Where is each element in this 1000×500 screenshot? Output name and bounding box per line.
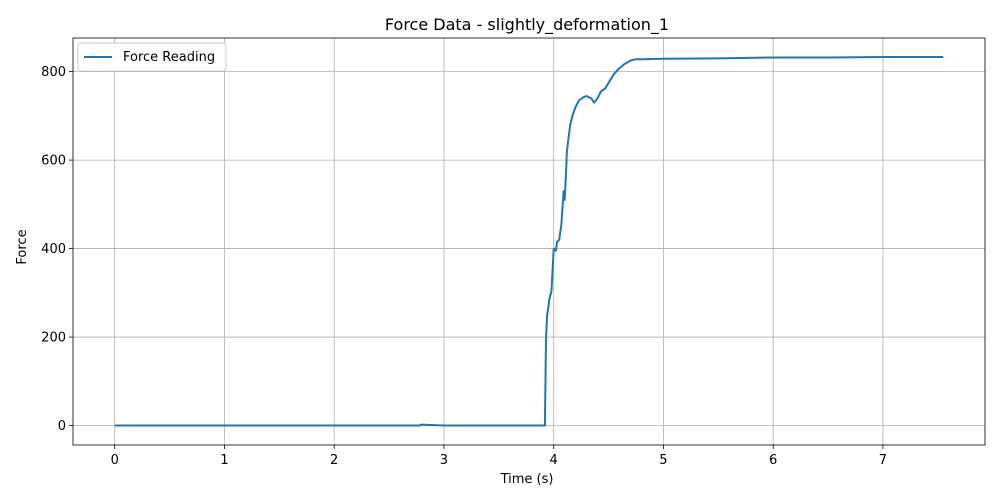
x-tick-label: 3 (440, 453, 448, 468)
chart-title: Force Data - slightly_deformation_1 (385, 15, 669, 35)
x-axis-label: Time (s) (500, 472, 554, 487)
x-tick-label: 7 (879, 453, 887, 468)
x-tick-label: 6 (769, 453, 777, 468)
plot-frame (72, 37, 986, 446)
y-axis-label: Force (15, 229, 30, 264)
y-tick-label: 0 (58, 419, 66, 434)
series-layer (114, 56, 944, 427)
y-tick-label: 400 (41, 242, 66, 257)
x-tick-label: 0 (111, 453, 119, 468)
y-tick-label: 800 (41, 65, 66, 80)
x-tick-label: 2 (330, 453, 338, 468)
legend-box (77, 42, 227, 72)
x-tick-label: 4 (550, 453, 558, 468)
series-line-force-reading (114, 56, 944, 427)
legend-label: Force Reading (123, 50, 215, 65)
legend: Force Reading (77, 42, 227, 72)
x-tick-label: 1 (220, 453, 228, 468)
x-tick-label: 5 (659, 453, 667, 468)
y-tick-label: 600 (41, 154, 66, 169)
axis-ticks: 0 1 2 3 4 5 6 7 0 200 400 600 800 (41, 65, 887, 468)
grid-lines (73, 38, 985, 445)
y-tick-label: 200 (41, 331, 66, 346)
